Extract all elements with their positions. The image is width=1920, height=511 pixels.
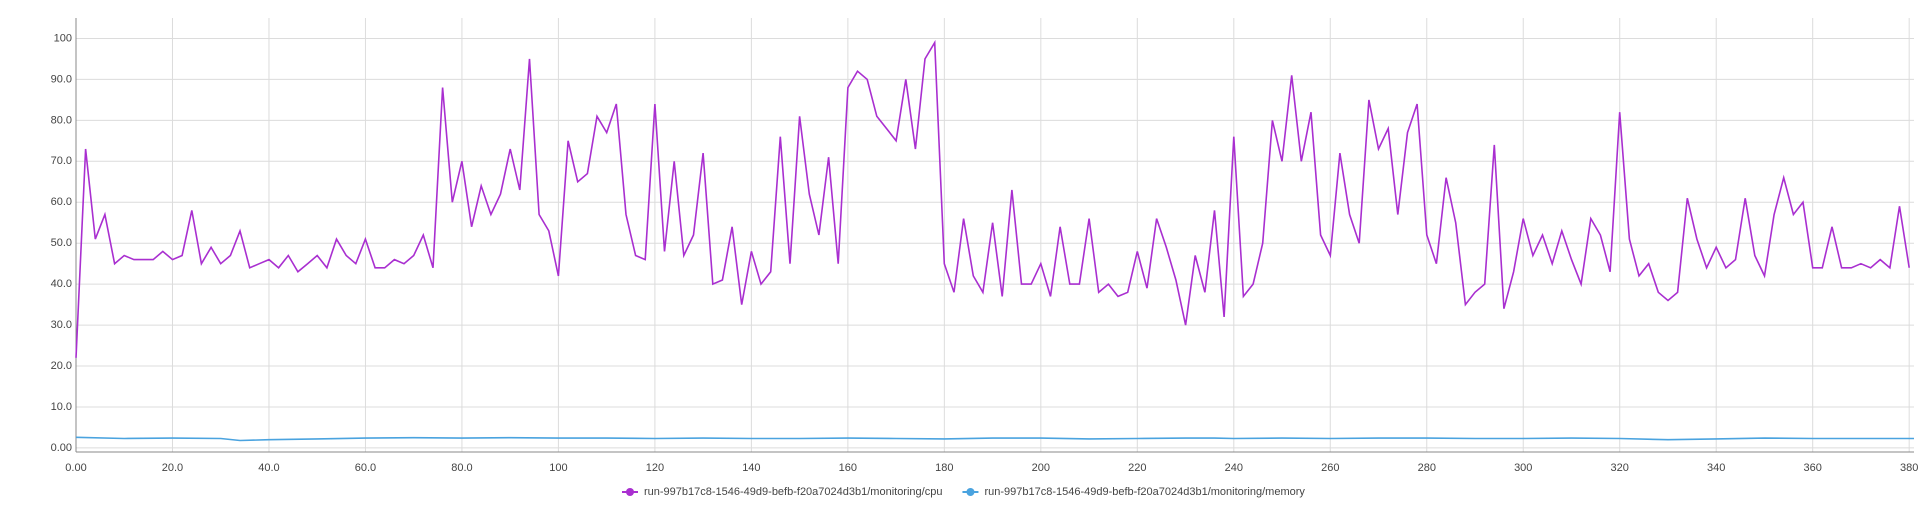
x-tick-label: 240 xyxy=(1225,462,1243,474)
y-tick-label: 0.00 xyxy=(51,442,72,454)
x-tick-label: 140 xyxy=(742,462,760,474)
y-tick-label: 10.0 xyxy=(51,401,72,413)
y-tick-label: 80.0 xyxy=(51,114,72,126)
y-tick-label: 20.0 xyxy=(51,360,72,372)
y-tick-label: 70.0 xyxy=(51,155,72,167)
x-tick-label: 20.0 xyxy=(162,462,183,474)
x-tick-label: 160 xyxy=(839,462,857,474)
x-tick-label: 260 xyxy=(1321,462,1339,474)
x-tick-label: 80.0 xyxy=(451,462,472,474)
x-tick-label: 100 xyxy=(549,462,567,474)
y-tick-label: 50.0 xyxy=(51,237,72,249)
y-tick-label: 30.0 xyxy=(51,319,72,331)
x-tick-label: 300 xyxy=(1514,462,1532,474)
legend-label: run-997b17c8-1546-49d9-befb-f20a7024d3b1… xyxy=(644,486,942,498)
x-tick-label: 60.0 xyxy=(355,462,376,474)
x-tick-label: 120 xyxy=(646,462,664,474)
y-tick-label: 100 xyxy=(54,32,72,44)
x-tick-label: 360 xyxy=(1804,462,1822,474)
x-tick-label: 380 xyxy=(1900,462,1918,474)
x-tick-label: 180 xyxy=(935,462,953,474)
y-tick-label: 60.0 xyxy=(51,196,72,208)
y-tick-label: 90.0 xyxy=(51,73,72,85)
legend-marker xyxy=(626,488,634,496)
x-tick-label: 280 xyxy=(1418,462,1436,474)
legend-marker xyxy=(966,488,975,496)
legend-label: run-997b17c8-1546-49d9-befb-f20a7024d3b1… xyxy=(984,486,1305,498)
x-tick-label: 40.0 xyxy=(258,462,279,474)
x-tick-label: 0.00 xyxy=(65,462,86,474)
x-tick-label: 340 xyxy=(1707,462,1725,474)
x-tick-label: 320 xyxy=(1611,462,1629,474)
series-line xyxy=(75,436,1914,442)
x-tick-label: 220 xyxy=(1128,462,1146,474)
x-tick-label: 200 xyxy=(1032,462,1050,474)
series-line xyxy=(75,39,1910,358)
y-tick-label: 40.0 xyxy=(51,278,72,290)
